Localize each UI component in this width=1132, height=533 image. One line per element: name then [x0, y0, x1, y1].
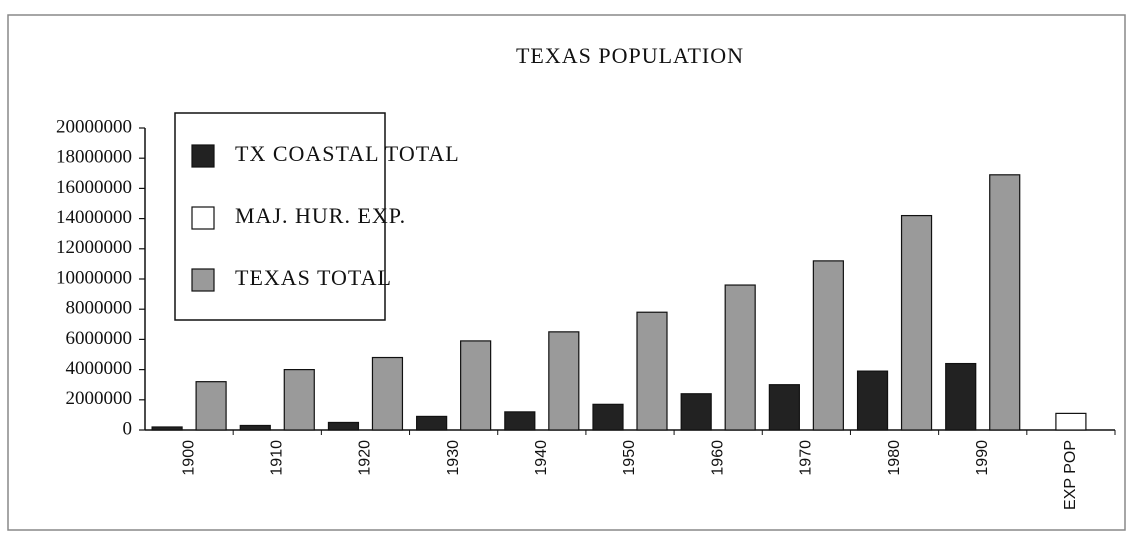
bar — [812, 260, 844, 431]
x-tick-label: 1930 — [445, 440, 462, 476]
legend-label: TEXAS TOTAL — [235, 265, 392, 290]
bar — [900, 214, 933, 431]
bar — [195, 381, 227, 431]
bar — [636, 311, 668, 431]
legend-label: MAJ. HUR. EXP. — [235, 203, 406, 228]
bar — [548, 331, 580, 431]
x-tick-label: 1960 — [709, 440, 726, 476]
y-tick-label: 2000000 — [66, 388, 133, 409]
legend-label: TX COASTAL TOTAL — [235, 141, 460, 166]
bar — [1055, 412, 1087, 431]
y-tick-label: 14000000 — [56, 207, 132, 228]
bar — [945, 362, 977, 431]
bar — [504, 411, 536, 431]
bar — [239, 424, 271, 431]
legend-swatch — [191, 206, 215, 230]
bar — [768, 384, 800, 431]
x-tick-label: 1910 — [268, 440, 285, 476]
x-tick-label: 1900 — [180, 440, 197, 476]
x-tick-label: 1970 — [798, 440, 815, 476]
legend-swatch — [191, 268, 215, 292]
y-tick-label: 20000000 — [56, 116, 132, 137]
y-tick-label: 18000000 — [56, 147, 132, 168]
bar — [416, 415, 448, 431]
x-tick-label: 1990 — [974, 440, 991, 476]
y-tick-label: 10000000 — [56, 267, 132, 288]
legend: TX COASTAL TOTAL MAJ. HUR. EXP. TEXAS TOTA… — [174, 112, 460, 321]
bar — [724, 284, 756, 431]
y-tick-label: 0 — [123, 418, 133, 439]
x-tick-label: 1940 — [533, 440, 550, 476]
bar — [151, 426, 183, 431]
bar — [680, 393, 712, 431]
y-tick-label: 6000000 — [66, 328, 133, 349]
y-tick-label: 8000000 — [66, 298, 133, 319]
bar — [592, 403, 624, 431]
x-tick-label: 1920 — [357, 440, 374, 476]
x-tick-label: 1980 — [886, 440, 903, 476]
y-tick-label: 16000000 — [56, 177, 132, 198]
bar — [327, 421, 360, 431]
legend-swatch — [191, 144, 215, 168]
x-tick-label: 1950 — [621, 440, 638, 476]
bar — [283, 369, 315, 431]
chart-title: TEXAS POPULATION — [516, 43, 744, 68]
y-tick-label: 4000000 — [66, 358, 133, 379]
y-tick-label: 12000000 — [56, 237, 132, 258]
bar — [460, 340, 492, 431]
bar — [371, 356, 404, 431]
x-tick-label: EXP POP — [1062, 440, 1079, 510]
bar — [989, 174, 1021, 431]
bar — [856, 370, 889, 431]
